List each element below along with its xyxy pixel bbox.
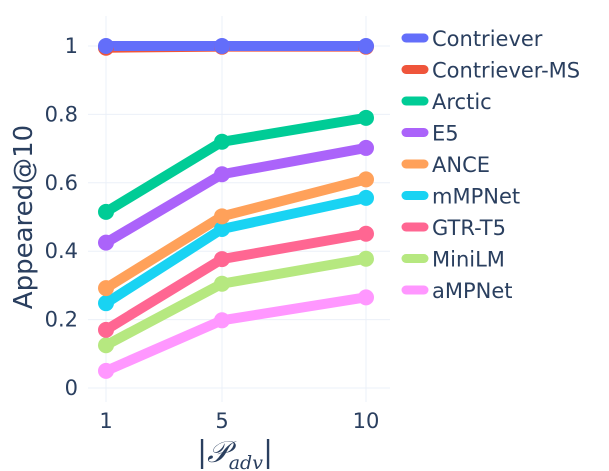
- y-tick-label: 1: [65, 34, 78, 58]
- series-line-arctic: [101, 112, 371, 217]
- x-axis-title: |𝒫adv|: [197, 435, 273, 471]
- legend-label-minilm[interactable]: MiniLM: [432, 248, 505, 272]
- data-point-gtr-t5: [98, 321, 114, 338]
- data-point-minilm: [98, 337, 114, 354]
- y-tick-label: 0.8: [45, 102, 78, 126]
- data-point-e5: [358, 139, 374, 156]
- data-point-minilm: [214, 275, 230, 292]
- x-axis-title-subscript: adv: [229, 452, 263, 471]
- data-point-mmpnet: [358, 189, 374, 206]
- data-point-mmpnet: [214, 220, 230, 237]
- series-lines: [101, 41, 371, 376]
- data-point-minilm: [358, 250, 374, 267]
- legend: Contriever Contriever-MS Arctic E5 ANCE mMPNe…: [401, 27, 580, 303]
- y-tick-label: 0: [65, 376, 78, 400]
- data-point-ance: [358, 171, 374, 188]
- legend-label-contriever[interactable]: Contriever: [432, 27, 543, 51]
- y-axis-title: Appeared@10: [9, 125, 39, 309]
- axis-ticks: 0 0.2 0.4 0.6 0.8 1 1 5 10: [45, 34, 380, 433]
- x-tick-label: 5: [215, 409, 228, 433]
- data-point-arctic: [358, 109, 374, 126]
- x-tick-label: 1: [99, 409, 112, 433]
- data-point-e5: [214, 166, 230, 183]
- data-point-ampnet: [98, 362, 114, 379]
- data-point-ance: [214, 208, 230, 225]
- data-point-gtr-t5: [358, 225, 374, 242]
- data-point-contriever: [98, 38, 114, 54]
- series-points: [98, 38, 374, 379]
- data-point-gtr-t5: [214, 251, 230, 268]
- legend-label-ance[interactable]: ANCE: [432, 153, 490, 177]
- legend-label-e5[interactable]: E5: [432, 122, 459, 146]
- x-axis-title-bar-right: |: [263, 435, 273, 470]
- y-tick-label: 0.2: [45, 308, 78, 332]
- legend-label-mmpnet[interactable]: mMPNet: [432, 185, 520, 209]
- y-tick-label: 0.4: [45, 239, 78, 263]
- y-tick-label: 0.6: [45, 171, 78, 195]
- data-point-arctic: [98, 203, 114, 220]
- legend-label-gtr-t5[interactable]: GTR-T5: [432, 216, 506, 240]
- x-tick-label: 10: [353, 409, 380, 433]
- series-line-ance: [101, 174, 371, 294]
- legend-label-contriever-ms[interactable]: Contriever-MS: [432, 59, 580, 83]
- data-point-mmpnet: [98, 295, 114, 312]
- data-point-contriever: [214, 38, 230, 54]
- data-point-ampnet: [358, 289, 374, 306]
- legend-label-arctic[interactable]: Arctic: [432, 90, 492, 114]
- data-point-ampnet: [214, 312, 230, 329]
- data-point-e5: [98, 234, 114, 251]
- legend-label-ampnet[interactable]: aMPNet: [432, 279, 513, 303]
- x-axis-title-bar-left: |: [197, 435, 207, 470]
- data-point-contriever: [358, 38, 374, 54]
- data-point-arctic: [214, 133, 230, 150]
- data-point-ance: [98, 280, 114, 297]
